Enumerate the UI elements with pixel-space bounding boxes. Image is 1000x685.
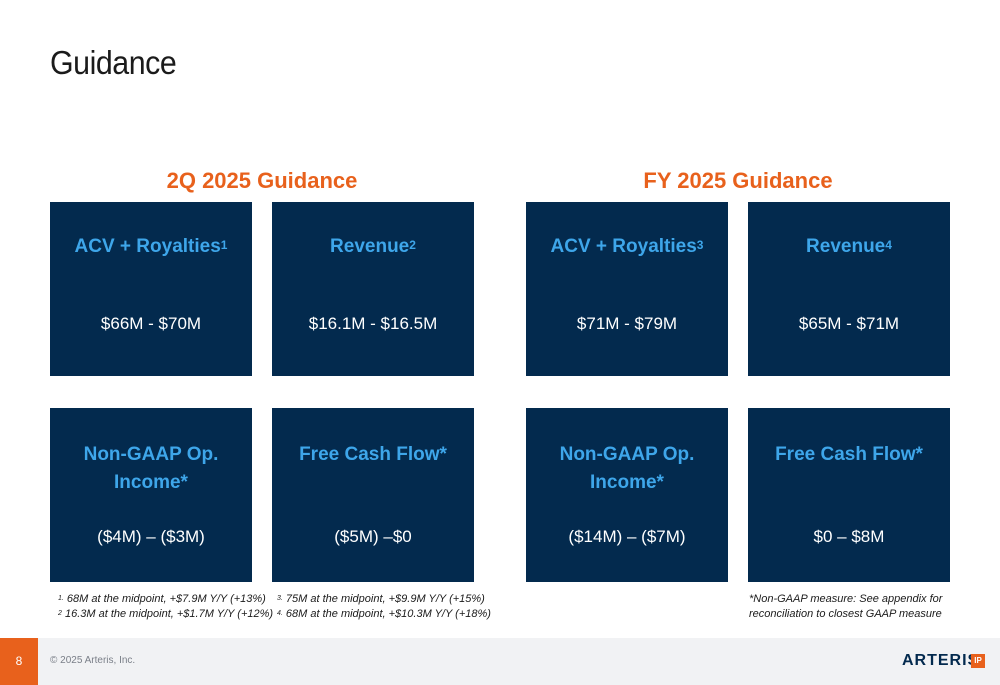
- nongaap-note-line1: *Non-GAAP measure: See appendix for: [749, 593, 943, 605]
- page-title: Guidance: [50, 44, 177, 81]
- card-2q-revenue: Revenue2 $16.1M - $16.5M: [272, 202, 474, 376]
- card-fy-nongaap-op-income: Non-GAAP Op. Income* ($14M) – ($7M): [526, 408, 728, 582]
- section-title-2q: 2Q 2025 Guidance: [166, 168, 358, 193]
- card-label: Free Cash Flow*: [299, 444, 447, 465]
- card-value: ($14M) – ($7M): [568, 527, 686, 546]
- card-label: Non-GAAP Op. Income*: [559, 444, 695, 493]
- card-2q-nongaap-op-income: Non-GAAP Op. Income* ($4M) – ($3M): [50, 408, 252, 582]
- card-value: ($4M) – ($3M): [97, 527, 205, 546]
- card-value: ($5M) –$0: [334, 527, 412, 546]
- footnote-2: 2 16.3M at the midpoint, +$1.7M Y/Y (+12…: [58, 608, 274, 620]
- card-value: $0 – $8M: [813, 527, 885, 546]
- card-label: ACV + Royalties3: [550, 236, 704, 257]
- card-label: Non-GAAP Op. Income*: [83, 444, 219, 493]
- footnote-3: 3. 75M at the midpoint, +$9.9M Y/Y (+15%…: [277, 593, 485, 605]
- card-value: $65M - $71M: [798, 314, 900, 333]
- footnote-1: 1. 68M at the midpoint, +$7.9M Y/Y (+13%…: [58, 593, 266, 605]
- card-value: $66M - $70M: [100, 314, 202, 333]
- logo-ip-badge: IP: [971, 654, 985, 668]
- card-value: $16.1M - $16.5M: [308, 314, 438, 333]
- card-2q-free-cash-flow: Free Cash Flow* ($5M) –$0: [272, 408, 474, 582]
- card-fy-free-cash-flow: Free Cash Flow* $0 – $8M: [748, 408, 950, 582]
- card-label: ACV + Royalties1: [74, 236, 228, 257]
- card-fy-revenue: Revenue4 $65M - $71M: [748, 202, 950, 376]
- card-label: Revenue2: [330, 236, 416, 257]
- card-2q-acv-royalties: ACV + Royalties1 $66M - $70M: [50, 202, 252, 376]
- page-number: 8: [0, 638, 38, 685]
- section-title-fy: FY 2025 Guidance: [643, 168, 833, 193]
- card-value: $71M - $79M: [576, 314, 678, 333]
- footer-bar: 8 © 2025 Arteris, Inc. ARTERIS IP: [0, 638, 1000, 685]
- nongaap-note-line2: reconciliation to closest GAAP measure: [749, 608, 942, 620]
- footnote-4: 4. 68M at the midpoint, +$10.3M Y/Y (+18…: [277, 608, 491, 620]
- copyright: © 2025 Arteris, Inc.: [50, 655, 136, 666]
- card-label: Revenue4: [806, 236, 892, 257]
- arteris-logo: ARTERIS: [902, 652, 980, 669]
- card-fy-acv-royalties: ACV + Royalties3 $71M - $79M: [526, 202, 728, 376]
- card-label: Free Cash Flow*: [775, 444, 923, 465]
